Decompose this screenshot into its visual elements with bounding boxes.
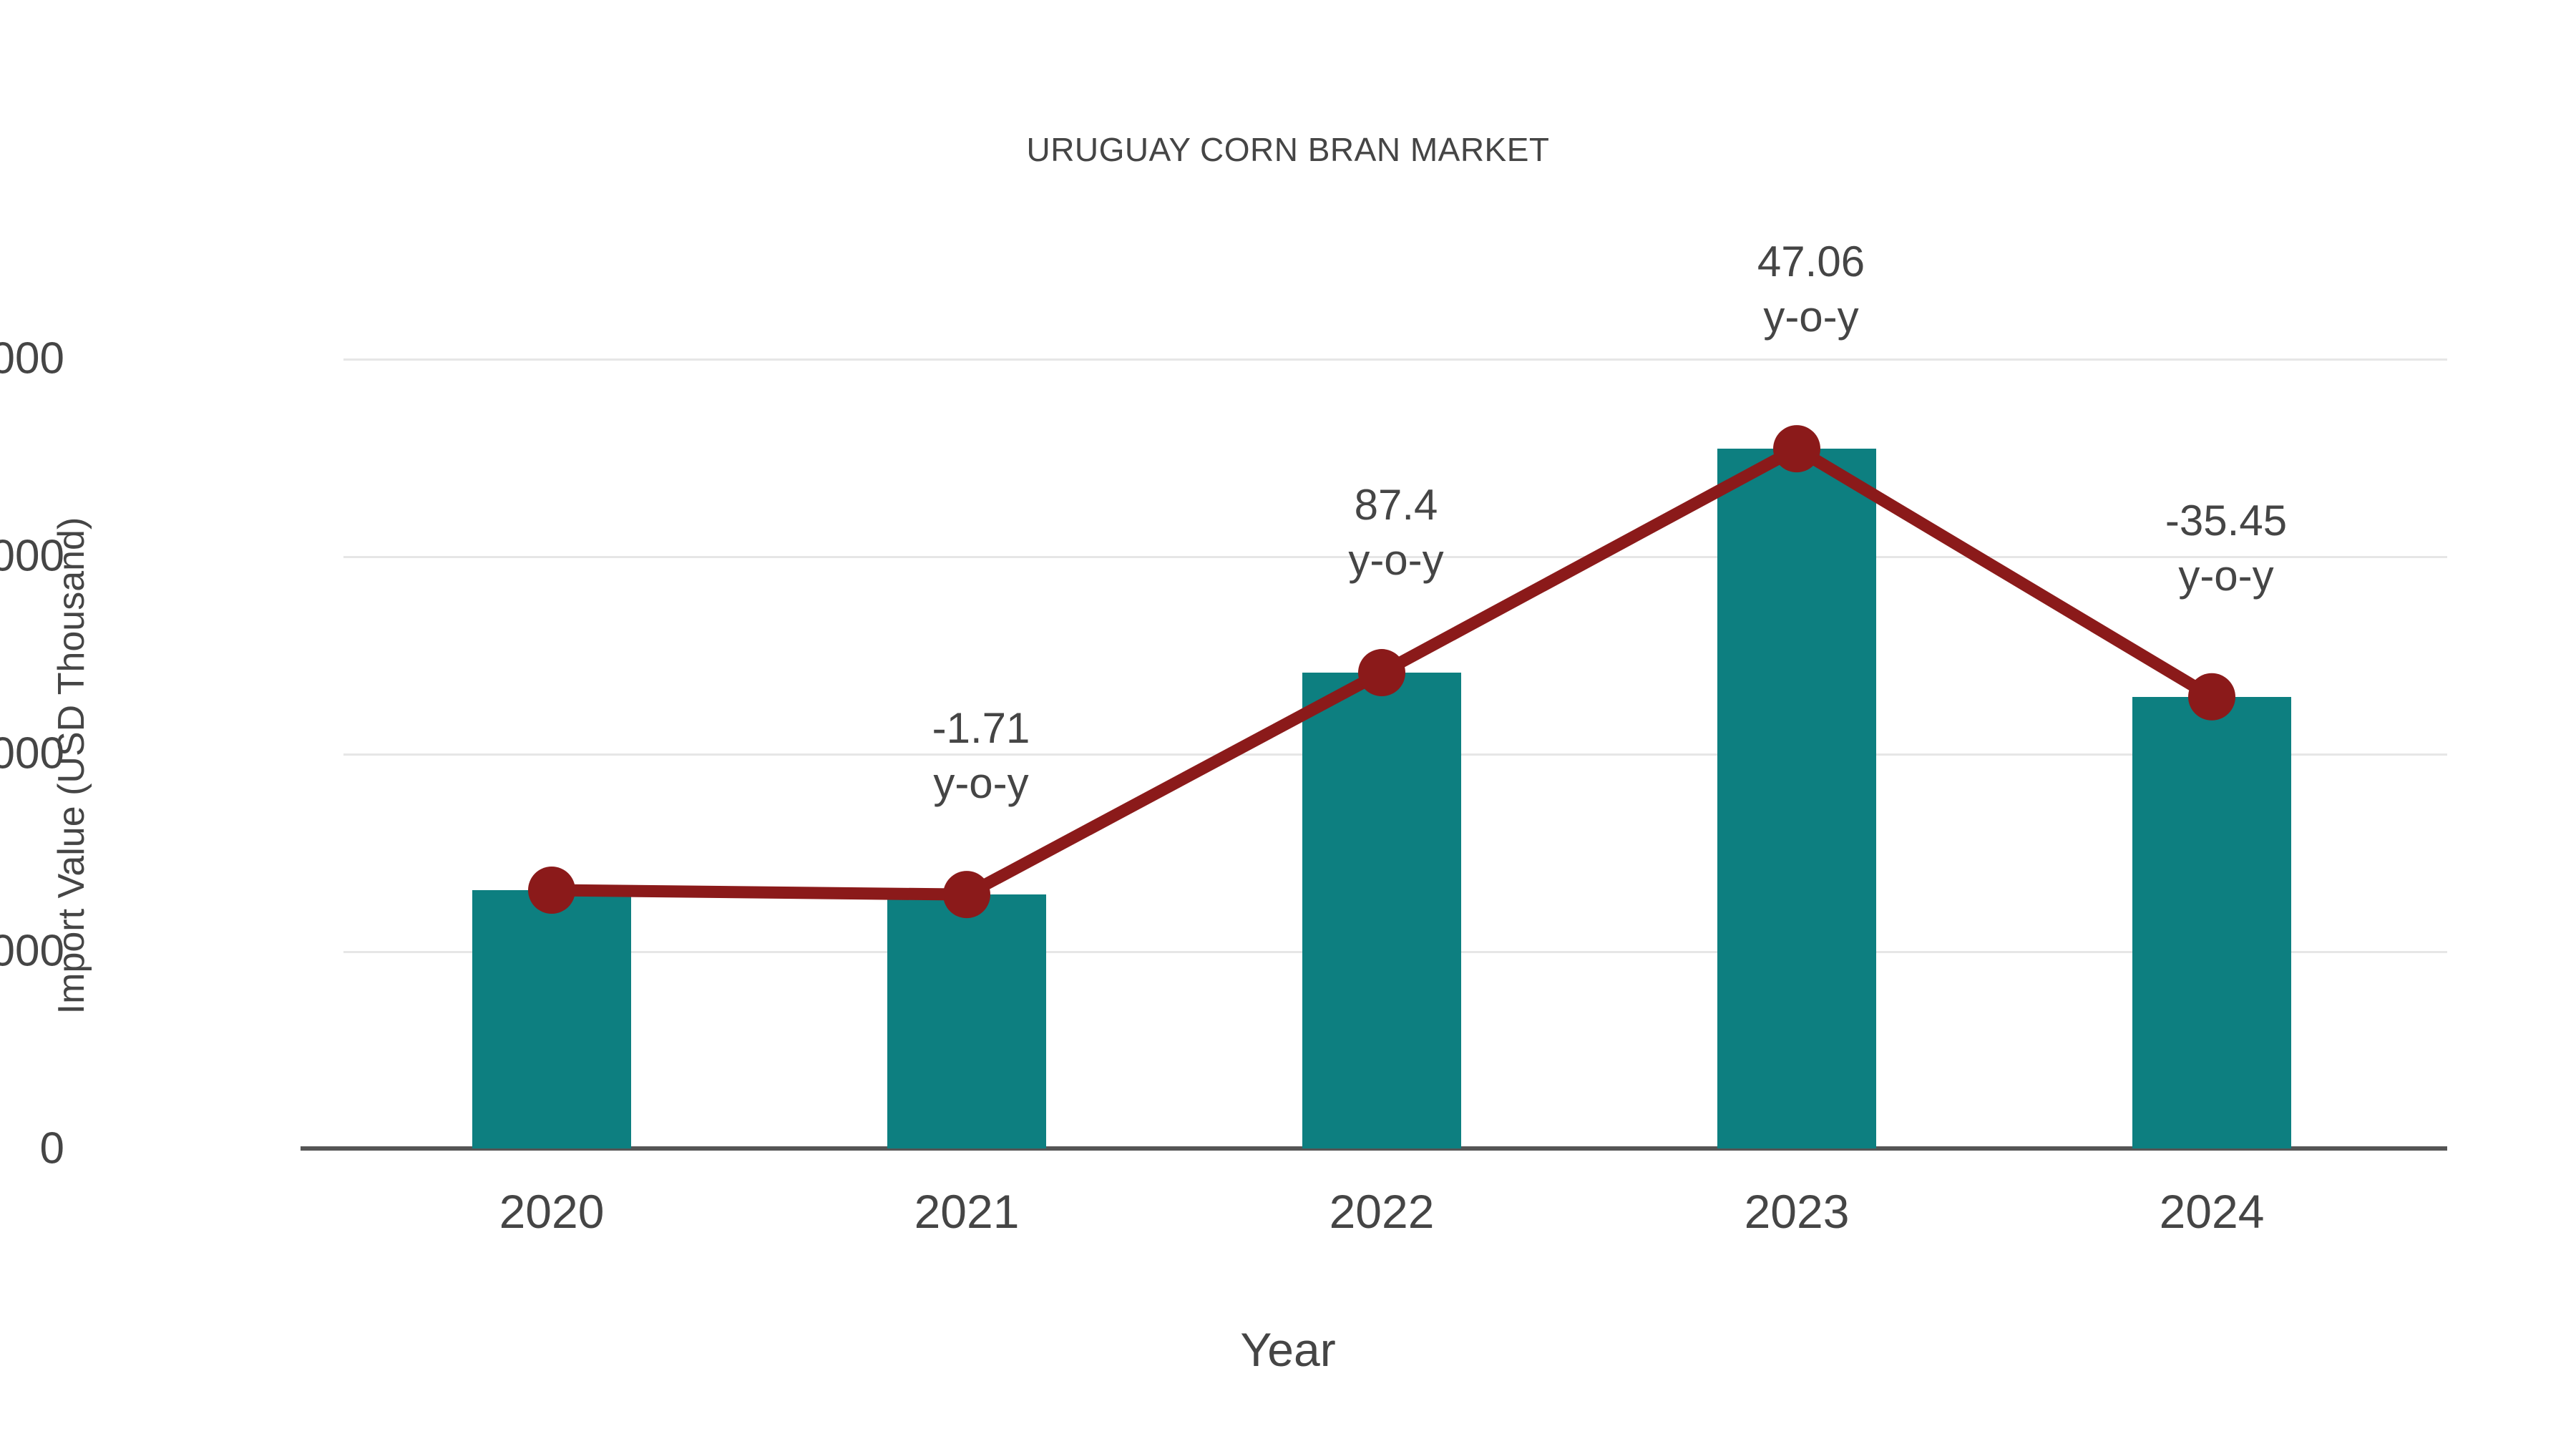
yoy-label-2021-suffix: y-o-y	[933, 758, 1029, 807]
bar-2021[interactable]	[887, 894, 1046, 1148]
yoy-label-2022: 87.4 y-o-y	[1348, 478, 1443, 588]
chart-title: URUGUAY CORN BRAN MARKET	[1026, 131, 1550, 168]
yoy-label-2023-suffix: y-o-y	[1763, 292, 1859, 341]
y-tick-label-10000: 10000	[0, 728, 64, 779]
bar-2020[interactable]	[472, 890, 631, 1148]
bar-2024[interactable]	[2132, 696, 2291, 1148]
yoy-label-2022-suffix: y-o-y	[1348, 535, 1444, 584]
yoy-label-2024: -35.45 y-o-y	[2165, 494, 2287, 604]
yoy-label-2024-value: -35.45	[2165, 497, 2288, 545]
x-tick-label-2020: 2020	[499, 1185, 605, 1238]
yoy-label-2022-value: 87.4	[1354, 481, 1438, 529]
x-tick-label-2023: 2023	[1744, 1185, 1850, 1238]
yoy-label-2021: -1.71 y-o-y	[932, 701, 1030, 811]
x-axis-line	[301, 1146, 2447, 1151]
bar-2023[interactable]	[1717, 449, 1876, 1148]
x-tick-label-2021: 2021	[914, 1185, 1020, 1238]
y-tick-label-5000: 5000	[0, 926, 64, 976]
y-tick-label-20000: 20000	[0, 333, 64, 384]
yoy-label-2021-value: -1.71	[932, 704, 1030, 752]
gridline-20000	[343, 358, 2447, 361]
y-tick-label-0: 0	[39, 1123, 64, 1174]
yoy-label-2023: 47.06 y-o-y	[1757, 235, 1865, 345]
x-axis-title: Year	[1240, 1323, 1336, 1376]
yoy-label-2024-suffix: y-o-y	[2178, 551, 2274, 600]
bar-2022[interactable]	[1302, 673, 1461, 1148]
y-tick-label-15000: 15000	[0, 531, 64, 581]
yoy-label-2023-value: 47.06	[1757, 238, 1865, 286]
x-tick-label-2022: 2022	[1329, 1185, 1435, 1238]
x-tick-label-2024: 2024	[2159, 1185, 2265, 1238]
plot-area	[301, 358, 2447, 1151]
